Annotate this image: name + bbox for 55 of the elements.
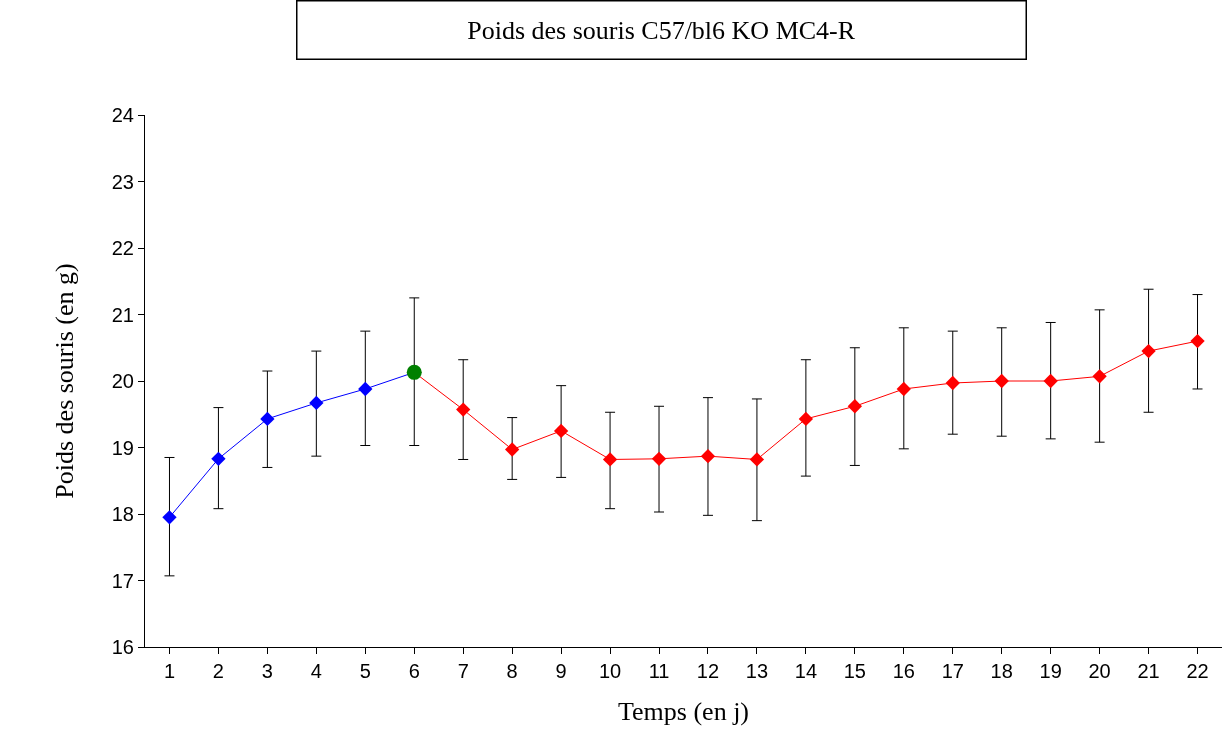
- point: [896, 381, 911, 397]
- point: [162, 510, 177, 525]
- point: [211, 451, 226, 466]
- point: [260, 411, 275, 427]
- point: [749, 452, 765, 467]
- x-tick-label: 3: [261, 660, 273, 682]
- x-tick-label: 20: [1088, 660, 1111, 682]
- y-tick-label: 23: [111, 170, 134, 193]
- x-tick-label: 15: [843, 660, 866, 682]
- point: [1141, 343, 1156, 359]
- point: [1190, 333, 1205, 349]
- y-tick-label: 24: [111, 104, 134, 126]
- y-tick-label: 19: [111, 436, 134, 459]
- point: [309, 395, 324, 411]
- x-tick-label: 18: [990, 660, 1013, 682]
- x-tick-label: 14: [794, 660, 818, 682]
- x-tick-label: 6: [408, 660, 420, 682]
- point: [456, 402, 471, 417]
- point: [1043, 373, 1058, 389]
- point: [505, 442, 520, 457]
- chart-title: Poids des souris C57/bl6 KO MC4-R: [467, 15, 856, 45]
- x-tick-label: 17: [941, 660, 964, 682]
- point: [602, 452, 618, 467]
- y-tick-label: 22: [111, 237, 134, 259]
- x-tick-label: 22: [1186, 660, 1209, 682]
- point: [358, 381, 373, 397]
- y-tick-label: 16: [111, 636, 134, 658]
- x-tick-label: 13: [745, 660, 769, 682]
- y-axis-title: Poids des souris (en g): [50, 263, 80, 499]
- x-tick-label: 1: [163, 660, 176, 682]
- x-axis-title: Temps (en j): [617, 696, 750, 726]
- point: [553, 423, 569, 439]
- x-tick-label: 12: [696, 660, 720, 682]
- x-tick-label: 4: [310, 660, 322, 682]
- point: [994, 373, 1009, 389]
- point: [700, 449, 716, 464]
- point: [945, 375, 960, 391]
- point: [798, 411, 814, 427]
- x-tick-label: 5: [359, 660, 371, 682]
- x-tick-label: 11: [648, 660, 670, 682]
- point: [1092, 369, 1107, 384]
- x-tick-label: 2: [212, 660, 224, 682]
- x-tick-label: 16: [892, 660, 915, 682]
- x-tick-label: 7: [457, 660, 469, 682]
- y-tick-label: 20: [111, 370, 134, 392]
- x-tick-label: 9: [555, 660, 567, 682]
- y-tick-label: 21: [111, 303, 134, 326]
- x-tick-label: 21: [1137, 660, 1160, 682]
- point: [847, 399, 862, 414]
- y-tick-label: 18: [111, 503, 134, 525]
- y-tick-label: 17: [111, 569, 134, 592]
- x-tick-label: 10: [598, 660, 622, 682]
- x-tick-label: 19: [1039, 660, 1062, 682]
- x-tick-label: 8: [506, 660, 518, 682]
- point: [651, 451, 667, 466]
